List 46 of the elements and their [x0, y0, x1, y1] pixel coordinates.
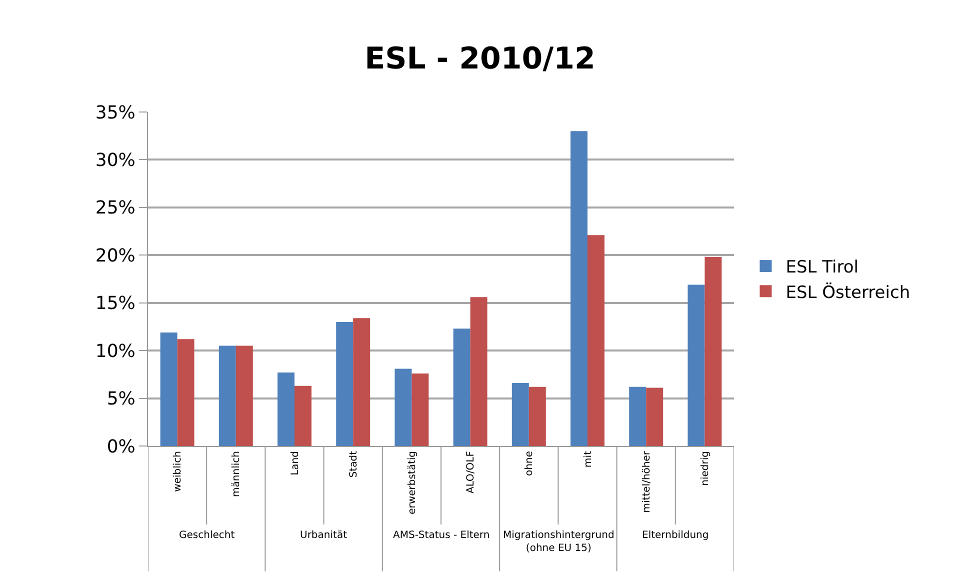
bar: [394, 368, 412, 446]
bar: [177, 339, 194, 446]
x-tick-label: ohne: [524, 451, 536, 476]
y-tick-label: 35%: [95, 102, 136, 124]
bar: [218, 346, 236, 446]
y-tick-label: 5%: [106, 388, 136, 410]
text: AMS-Status - Eltern: [393, 530, 490, 541]
bar: [353, 318, 370, 446]
bar: [629, 386, 646, 446]
bar: [470, 297, 488, 446]
y-tick-label: 25%: [95, 198, 136, 219]
text: Migrationshintergrund (ohne EU 15): [503, 530, 614, 554]
bar: [646, 388, 664, 446]
legend-label: ESL Tirol: [786, 258, 858, 278]
legend-label: ESL Österreich: [786, 282, 910, 303]
y-tick-label: 0%: [106, 436, 136, 458]
x-tick-label: erwerbstätig: [406, 451, 418, 514]
x-tick-label: mit: [582, 450, 594, 468]
bar: [512, 383, 529, 446]
y-tick-label: 30%: [95, 150, 136, 172]
bar: [570, 131, 588, 446]
bar: [294, 386, 312, 446]
y-tick-label: 20%: [95, 245, 136, 266]
x-tick-label: mittel/höher: [641, 450, 652, 513]
bar: [688, 284, 705, 446]
bar: [278, 372, 294, 446]
bar: [453, 328, 470, 446]
bar: [336, 322, 354, 446]
x-tick-label: niedrig: [700, 451, 711, 486]
text: Urbanität: [300, 530, 348, 541]
x-tick-label: männlich: [231, 451, 242, 497]
x-tick-label: Stadt: [348, 450, 360, 478]
y-tick-label: 15%: [95, 293, 136, 314]
text: Elternbildung: [642, 530, 709, 541]
bar: [160, 332, 178, 446]
x-tick-label: weiblich: [172, 451, 184, 492]
x-tick-label: ALO/OLF: [466, 450, 477, 494]
bar: [528, 386, 546, 446]
bar: [704, 257, 722, 446]
bar: [236, 346, 253, 446]
bar: [412, 373, 429, 446]
text: Geschlecht: [179, 530, 235, 541]
bar: [588, 235, 604, 446]
y-tick-label: 10%: [95, 340, 136, 362]
chart-title: ESL - 2010/12: [364, 41, 596, 76]
x-tick-label: Land: [290, 451, 301, 476]
